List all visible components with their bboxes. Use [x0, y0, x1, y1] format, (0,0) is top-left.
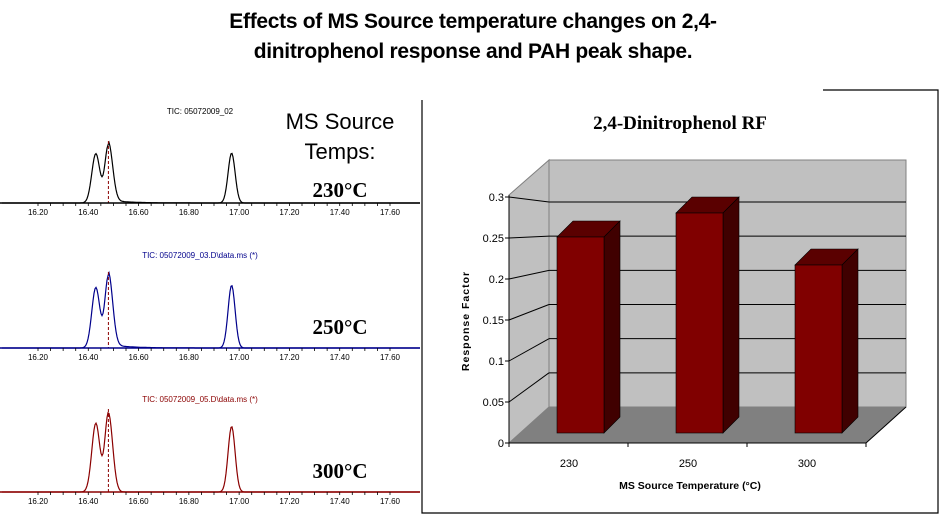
- slide-title-line1: Effects of MS Source temperature changes…: [229, 10, 717, 33]
- x-tick-label: 300: [798, 458, 816, 470]
- bar-side: [603, 220, 621, 434]
- y-tick-label: 0.1: [489, 356, 504, 368]
- x-tick-label: 230: [560, 458, 578, 470]
- x-tick-label: 17.00: [229, 497, 250, 506]
- gridline-side: [508, 196, 550, 203]
- gridline-side: [508, 304, 550, 321]
- x-tick-label: 17.40: [330, 353, 351, 362]
- gridline-side: [508, 269, 550, 280]
- x-tick-label: 16.40: [78, 208, 99, 217]
- y-tick-label: 0.15: [483, 315, 504, 327]
- temps-label-line2: Temps:: [305, 139, 376, 164]
- chromatogram-title: TIC: 05072009_02: [167, 107, 234, 116]
- temperature-label: 300°C: [312, 459, 367, 483]
- y-tick-label: 0.05: [483, 397, 504, 409]
- x-tick-label: 17.60: [380, 497, 401, 506]
- bar-chart-title: 2,4-Dinitrophenol RF: [593, 113, 767, 134]
- chromatogram-title: TIC: 05072009_05.D\data.ms (*): [142, 395, 258, 404]
- y-tick-label: 0.25: [483, 233, 504, 245]
- x-tick-label: 16.80: [179, 497, 200, 506]
- x-tick-label: 16.20: [28, 353, 49, 362]
- chromatogram-title: TIC: 05072009_03.D\data.ms (*): [142, 251, 258, 260]
- x-tick-label: 17.00: [229, 208, 250, 217]
- y-axis-title: Response Factor: [460, 271, 472, 371]
- slide-title-line2: dinitrophenol response and PAH peak shap…: [253, 40, 693, 63]
- bar-300: [794, 264, 843, 434]
- x-tick-label: 17.60: [380, 353, 401, 362]
- gridline-side: [508, 372, 550, 403]
- y-tick-label: 0: [498, 438, 504, 450]
- x-tick-label: 16.60: [129, 497, 150, 506]
- x-tick-label: 16.20: [28, 208, 49, 217]
- x-tick-label: 16.80: [179, 208, 200, 217]
- x-axis-title: MS Source Temperature (°C): [619, 480, 761, 492]
- x-tick-label: 17.40: [330, 208, 351, 217]
- x-tick-label: 17.20: [279, 353, 300, 362]
- x-tick-label: 17.60: [380, 208, 401, 217]
- x-tick-label: 16.40: [78, 353, 99, 362]
- x-tick-label: 17.20: [279, 497, 300, 506]
- side-wall: [508, 158, 550, 445]
- x-tick-label: 17.00: [229, 353, 250, 362]
- bar-side: [722, 196, 740, 434]
- y-tick-label: 0.3: [489, 192, 504, 204]
- gridline-side: [508, 235, 550, 239]
- x-tick-label: 250: [679, 458, 697, 470]
- x-tick-label: 16.60: [129, 208, 150, 217]
- x-tick-label: 16.80: [179, 353, 200, 362]
- x-tick-label: 16.40: [78, 497, 99, 506]
- x-tick-label: 16.60: [129, 353, 150, 362]
- x-tick-label: 16.20: [28, 497, 49, 506]
- gridline-side: [508, 338, 550, 362]
- temps-label-line1: MS Source: [286, 109, 395, 134]
- x-tick-label: 17.40: [330, 497, 351, 506]
- bar-250: [675, 212, 724, 434]
- chart-frame: [421, 89, 939, 514]
- y-tick-label: 0.2: [489, 274, 504, 286]
- x-tick-label: 17.20: [279, 208, 300, 217]
- temperature-label: 250°C: [312, 315, 367, 339]
- floor-edge: [865, 406, 907, 444]
- temperature-label: 230°C: [312, 178, 367, 202]
- bar-side: [841, 248, 859, 434]
- bar-230: [556, 236, 605, 434]
